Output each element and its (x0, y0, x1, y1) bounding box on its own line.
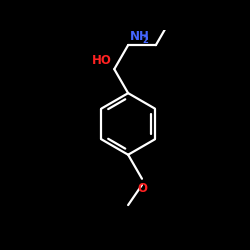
Text: O: O (138, 182, 148, 195)
Text: 2: 2 (142, 36, 148, 45)
Text: NH: NH (130, 30, 150, 43)
Text: HO: HO (92, 54, 112, 67)
